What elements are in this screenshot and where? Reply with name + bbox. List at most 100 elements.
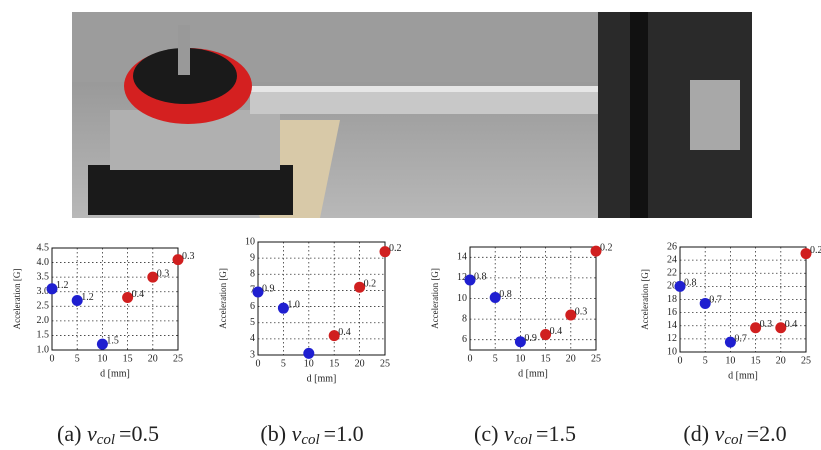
- y-tick-label: 8: [462, 313, 467, 324]
- plot-frame: [258, 242, 385, 355]
- x-axis-label: d [mm]: [307, 373, 337, 384]
- x-tick-label: 15: [541, 353, 551, 364]
- x-tick-label: 0: [50, 353, 55, 364]
- data-point: [303, 348, 314, 359]
- caption-subscript: col: [514, 432, 532, 448]
- y-tick-label: 12: [667, 333, 677, 344]
- photo: [72, 12, 752, 218]
- x-tick-label: 0: [256, 358, 261, 369]
- x-tick-label: 10: [304, 358, 314, 369]
- x-tick-label: 0: [678, 355, 683, 366]
- y-tick-label: 6: [462, 334, 467, 345]
- y-axis-label: Acceleration [G]: [218, 268, 228, 329]
- point-annotation: 1.2: [81, 292, 94, 303]
- point-annotation: 0.3: [575, 306, 588, 317]
- y-tick-label: 8: [250, 269, 255, 280]
- x-axis-label: d [mm]: [100, 368, 130, 379]
- x-tick-label: 15: [123, 353, 133, 364]
- caption-label: (a): [57, 421, 81, 446]
- point-annotation: 0.2: [389, 243, 402, 254]
- y-tick-label: 14: [457, 252, 467, 263]
- point-annotation: 0.3: [182, 251, 195, 262]
- caption-value: =2.0: [747, 421, 787, 446]
- y-tick-label: 18: [667, 294, 677, 305]
- point-annotation: 0.4: [550, 326, 563, 337]
- y-tick-label: 2.0: [37, 315, 50, 326]
- point-annotation: 0.7: [709, 295, 722, 306]
- caption-symbol: v: [87, 421, 97, 446]
- y-tick-label: 2.5: [37, 301, 50, 312]
- x-tick-label: 25: [591, 353, 601, 364]
- y-tick-label: 14: [667, 320, 677, 331]
- point-annotation: 0.3: [760, 319, 773, 330]
- caption-symbol: v: [292, 421, 302, 446]
- figure: 1.01.52.02.53.03.54.04.50510152025d [mm]…: [0, 0, 821, 450]
- point-annotation: 1.5: [106, 335, 119, 346]
- x-axis-label: d [mm]: [728, 370, 758, 381]
- y-tick-label: 22: [667, 268, 677, 279]
- x-axis-label: d [mm]: [518, 368, 548, 379]
- y-axis-label: Acceleration [G]: [430, 268, 440, 329]
- y-tick-label: 3.5: [37, 271, 50, 282]
- point-annotation: 0.8: [684, 278, 697, 289]
- y-tick-label: 26: [667, 241, 677, 252]
- x-tick-label: 0: [468, 353, 473, 364]
- y-tick-label: 10: [667, 346, 677, 357]
- caption-subscript: col: [301, 432, 319, 448]
- point-annotation: 0.2: [810, 245, 821, 256]
- x-tick-label: 25: [801, 355, 811, 366]
- caption-subscript: col: [97, 432, 115, 448]
- x-tick-label: 20: [566, 353, 576, 364]
- y-tick-label: 4.0: [37, 257, 50, 268]
- scatter-chart: 681012140510152025d [mm]Acceleration [G]…: [430, 242, 612, 379]
- x-tick-label: 20: [355, 358, 365, 369]
- y-tick-label: 6: [250, 301, 255, 312]
- caption: (a) vcol=0.5: [57, 421, 159, 448]
- x-tick-label: 20: [776, 355, 786, 366]
- y-tick-label: 4: [250, 333, 255, 344]
- caption-label: (c): [474, 421, 498, 446]
- point-annotation: 0.8: [474, 271, 487, 282]
- point-annotation: 0.9: [524, 333, 537, 344]
- scatter-chart: 1012141618202224260510152025d [mm]Accele…: [640, 241, 821, 381]
- point-annotation: 0.2: [364, 278, 377, 289]
- caption: (b) vcol =1.0: [260, 421, 363, 448]
- point-annotation: 0.8: [499, 289, 512, 300]
- y-tick-label: 10: [245, 236, 255, 247]
- caption: (d) vcol=2.0: [683, 421, 786, 448]
- x-tick-label: 5: [75, 353, 80, 364]
- caption-symbol: v: [715, 421, 725, 446]
- point-annotation: 0.7: [734, 333, 747, 344]
- x-tick-label: 10: [725, 355, 735, 366]
- caption-value: =0.5: [119, 421, 159, 446]
- y-axis-label: Acceleration [G]: [12, 269, 22, 330]
- x-tick-label: 10: [515, 353, 525, 364]
- point-annotation: 1.2: [56, 280, 69, 291]
- y-tick-label: 4.5: [37, 242, 50, 253]
- caption-label: (d): [683, 421, 709, 446]
- point-annotation: 0.2: [600, 242, 613, 253]
- y-tick-label: 24: [667, 254, 677, 265]
- caption-value: =1.5: [536, 421, 576, 446]
- x-tick-label: 15: [751, 355, 761, 366]
- x-tick-label: 5: [281, 358, 286, 369]
- x-tick-label: 25: [380, 358, 390, 369]
- y-tick-label: 16: [667, 307, 677, 318]
- y-tick-label: 10: [457, 293, 467, 304]
- point-annotation: 0.9: [262, 283, 275, 294]
- point-annotation: 0.4: [785, 319, 798, 330]
- x-tick-label: 5: [493, 353, 498, 364]
- caption-label: (b): [260, 421, 286, 446]
- x-tick-label: 10: [97, 353, 107, 364]
- point-annotation: 0.4: [132, 289, 145, 300]
- y-axis-label: Acceleration [G]: [640, 269, 650, 330]
- point-annotation: 0.4: [338, 327, 351, 338]
- y-tick-label: 1.0: [37, 344, 50, 355]
- caption-value: =1.0: [324, 421, 364, 446]
- scatter-chart: 3456789100510152025d [mm]Acceleration [G…: [218, 236, 401, 384]
- caption: (c) vcol=1.5: [474, 421, 576, 448]
- point-annotation: 1.0: [287, 299, 300, 310]
- y-tick-label: 3: [250, 349, 255, 360]
- y-tick-label: 5: [250, 317, 255, 328]
